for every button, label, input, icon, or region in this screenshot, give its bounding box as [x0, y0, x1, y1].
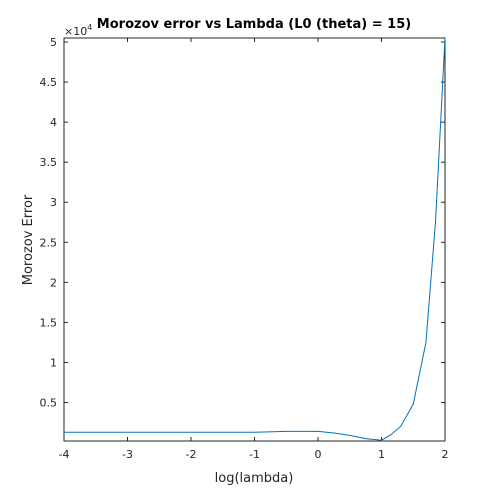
y-tick-label: 1.5: [40, 316, 58, 329]
y-tick-label: 3: [50, 196, 57, 209]
x-tick-label: 2: [442, 448, 449, 461]
x-tick-label: -1: [249, 448, 260, 461]
y-tick-label: 3.5: [40, 156, 58, 169]
x-tick-label: -3: [122, 448, 133, 461]
chart-title: Morozov error vs Lambda (L0 (theta) = 15…: [97, 17, 411, 32]
y-tick-label: 2.5: [40, 236, 58, 249]
x-tick-label: -2: [186, 448, 197, 461]
x-tick-label: 0: [315, 448, 322, 461]
axes-box: [63, 37, 446, 442]
y-axis-label: Morozov Error: [21, 194, 36, 285]
y-axis-exponent: ×104: [64, 23, 92, 38]
y-tick-label: 5: [50, 36, 57, 49]
y-tick-label: 2: [50, 276, 57, 289]
x-tick-label: 1: [378, 448, 385, 461]
y-tick-label: 1: [50, 356, 57, 369]
y-exponent-power: 4: [87, 23, 92, 32]
plot-area: -4 -3 -2 -1 0 1 2 0.5 1 1.5 2 2.5 3 3.5 4 4.5 5: [40, 36, 449, 461]
series-line-0: [64, 37, 446, 441]
y-tick-label: 4: [50, 116, 57, 129]
x-tick-label: -4: [59, 448, 70, 461]
y-exponent-base: ×10: [64, 25, 87, 38]
svg-text:×104: ×104: [64, 23, 92, 38]
y-tick-label: 0.5: [40, 397, 58, 410]
x-axis-label: log(lambda): [215, 471, 294, 486]
y-tick-label: 4.5: [40, 76, 58, 89]
